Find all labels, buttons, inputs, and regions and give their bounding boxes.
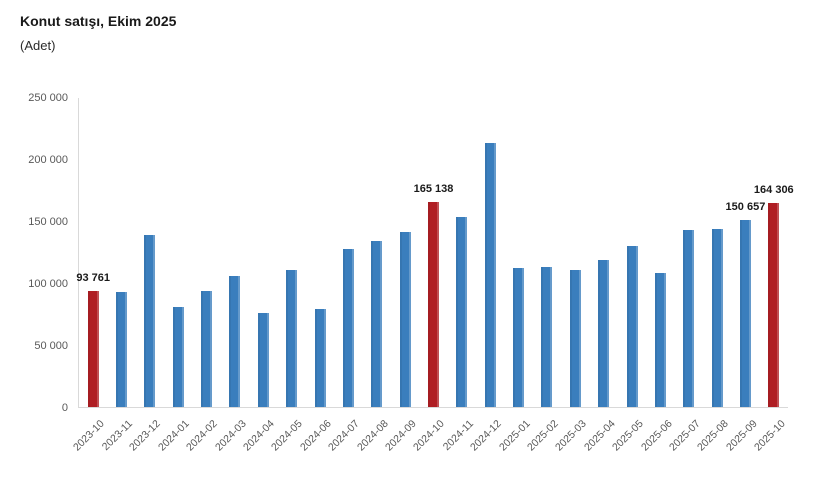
bar-2024-10 (427, 202, 439, 407)
bar-slot (136, 98, 164, 407)
x-axis: 2023-10 2023-11 2023-12 2024-01 2024-02 2024-… (71, 407, 788, 469)
bar-slot (306, 98, 334, 407)
bar-2024-01 (172, 307, 184, 407)
bar-2025-03 (569, 269, 581, 407)
bar-slot (164, 98, 192, 407)
bar-2024-12 (484, 143, 496, 407)
y-tick-label: 50 000 (34, 339, 68, 352)
bar-slot (278, 98, 306, 407)
y-tick-label: 200 000 (28, 153, 68, 166)
bar-slot: 93 761 (76, 98, 110, 407)
bar-2025-05 (626, 245, 638, 407)
bar-slot: 164 306 (754, 98, 794, 407)
bar-slot (646, 98, 674, 407)
bar-2024-08 (371, 240, 383, 407)
bar-2024-07 (342, 249, 354, 407)
bar-2025-04 (598, 260, 610, 407)
bars-container: 93 761 165 138 150 657 164 306 (76, 98, 794, 407)
bar-2024-04 (257, 313, 269, 407)
bar-2024-11 (456, 217, 468, 407)
bar-2024-06 (314, 308, 326, 407)
y-tick-label: 150 000 (28, 215, 68, 228)
bar-slot (476, 98, 504, 407)
chart-subtitle: (Adet) (20, 38, 56, 53)
value-label: 165 138 (413, 183, 454, 196)
value-label: 93 761 (76, 271, 110, 284)
bar-slot (221, 98, 249, 407)
bar-slot (589, 98, 617, 407)
bar-2024-05 (286, 269, 298, 407)
bar-2023-12 (144, 235, 156, 407)
chart-title: Konut satışı, Ekim 2025 (20, 13, 177, 29)
bar-slot (703, 98, 731, 407)
value-label: 150 657 (725, 201, 766, 214)
bar-2024-02 (201, 290, 213, 407)
bar-slot (618, 98, 646, 407)
bar-slot (561, 98, 589, 407)
bar-slot (391, 98, 419, 407)
bar-2025-06 (654, 273, 666, 407)
bar-slot (448, 98, 476, 407)
y-tick-label: 250 000 (28, 91, 68, 104)
y-axis: 0 50 000 100 000 150 000 200 000 250 000 (0, 0, 78, 480)
bar-2025-09 (739, 220, 751, 407)
y-tick-label: 100 000 (28, 277, 68, 290)
bar-2025-08 (711, 229, 723, 407)
bar-2025-07 (683, 229, 695, 407)
bar-2025-10 (768, 203, 780, 407)
bar-slot: 165 138 (414, 98, 453, 407)
value-label: 164 306 (753, 184, 794, 197)
bar-slot (334, 98, 362, 407)
bar-slot (249, 98, 277, 407)
bar-2023-10 (87, 290, 99, 407)
bar-slot (504, 98, 532, 407)
bar-slot (192, 98, 220, 407)
bar-slot: 150 657 (726, 98, 765, 407)
bar-2023-11 (116, 291, 128, 407)
bar-slot (675, 98, 703, 407)
bar-2025-02 (541, 267, 553, 407)
bar-slot (533, 98, 561, 407)
bar-slot (363, 98, 391, 407)
bar-2024-03 (229, 276, 241, 407)
bar-slot (107, 98, 135, 407)
bar-2024-09 (399, 232, 411, 407)
plot-area: 93 761 165 138 150 657 164 306 2023-10 2023-… (71, 98, 794, 453)
bar-2025-01 (513, 267, 525, 407)
y-tick-label: 0 (61, 401, 68, 414)
